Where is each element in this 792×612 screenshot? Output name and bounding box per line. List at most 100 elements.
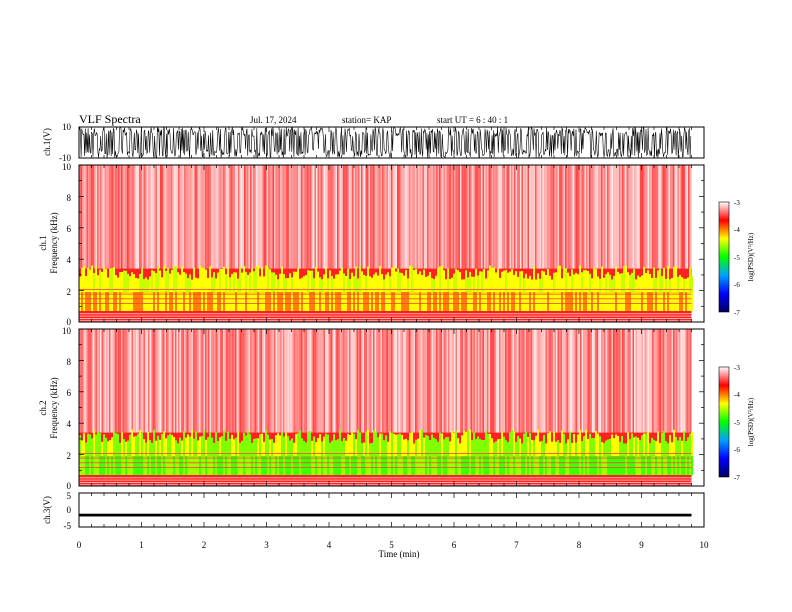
spectrogram-band-cell bbox=[93, 430, 95, 457]
spectrogram-tone-line bbox=[79, 467, 692, 468]
spectrogram-band-cell bbox=[563, 456, 565, 475]
spectrogram-band-cell bbox=[491, 438, 493, 457]
spectrogram-band-cell bbox=[129, 434, 131, 457]
spectrogram-band-cell bbox=[99, 433, 101, 457]
spectrogram-band-cell bbox=[367, 292, 369, 311]
spectrogram-band-cell bbox=[265, 456, 267, 475]
spectrogram-column bbox=[536, 329, 538, 433]
spectrogram-column bbox=[271, 165, 273, 269]
spectrogram-band-cell bbox=[351, 272, 353, 293]
spectrogram-band-cell bbox=[621, 435, 623, 457]
spectrogram-column bbox=[466, 329, 468, 433]
spectrogram-band-cell bbox=[483, 269, 485, 293]
spectrogram-column bbox=[476, 165, 478, 269]
spectrogram-band-cell bbox=[117, 277, 119, 293]
spectrogram-band-cell bbox=[295, 434, 297, 457]
spectrogram-band-cell bbox=[371, 456, 373, 475]
spectrogram-column bbox=[448, 165, 450, 269]
spectrogram-band-cell bbox=[649, 443, 651, 457]
spectrogram-column bbox=[665, 329, 667, 433]
spectrogram-band-cell bbox=[357, 292, 359, 311]
spectrogram-column bbox=[653, 329, 655, 433]
spectrogram-column bbox=[514, 329, 516, 433]
ch1-ylabel: ch.1(V) bbox=[42, 128, 52, 156]
spectrogram-column bbox=[344, 329, 346, 433]
spectrogram-band-cell bbox=[275, 292, 277, 311]
spectrogram-band-cell bbox=[611, 279, 613, 293]
spectrogram-column bbox=[634, 329, 636, 433]
spectrogram-column bbox=[415, 329, 417, 433]
spectrogram-column bbox=[473, 329, 475, 433]
spectrogram-band-cell bbox=[383, 279, 385, 293]
spectrogram-band-cell bbox=[203, 456, 205, 475]
spectrogram-band-cell bbox=[651, 292, 653, 311]
spectrogram-band-cell bbox=[467, 277, 469, 293]
spectrogram-band-cell bbox=[121, 272, 123, 293]
spectrogram-tone-line bbox=[79, 303, 692, 304]
spectrogram-column bbox=[593, 165, 595, 269]
spectrogram-band-cell bbox=[139, 456, 141, 475]
spectrogram-band-cell bbox=[645, 292, 647, 311]
spectrogram-band-cell bbox=[659, 456, 661, 475]
spectrogram-column bbox=[526, 165, 528, 269]
spectrogram-band-cell bbox=[125, 292, 127, 311]
spectrogram-band-cell bbox=[561, 430, 563, 457]
spectrogram-band-cell bbox=[267, 267, 269, 293]
spectrogram-band-cell bbox=[295, 271, 297, 293]
spectrogram-band-cell bbox=[511, 292, 513, 311]
ch3-ylabel: ch.3(V) bbox=[42, 496, 52, 524]
spectrogram-band-cell bbox=[525, 273, 527, 293]
spectrogram-band-cell bbox=[79, 292, 81, 311]
spectrogram-band-cell bbox=[337, 292, 339, 311]
spectrogram-column bbox=[251, 329, 253, 433]
spectrogram-band-cell bbox=[613, 292, 615, 311]
spectrogram-band-cell bbox=[541, 270, 543, 293]
spectrogram-band-cell bbox=[141, 268, 143, 293]
spectrogram-band-cell bbox=[313, 436, 315, 457]
spectrogram-band-cell bbox=[219, 437, 221, 457]
spectrogram-band-cell bbox=[303, 276, 305, 293]
spectrogram-band-cell bbox=[561, 278, 563, 293]
spectrogram-column bbox=[79, 329, 81, 433]
spectrogram-column bbox=[419, 329, 421, 433]
spectrogram-band-cell bbox=[293, 271, 295, 293]
spectrogram-column bbox=[403, 329, 405, 433]
spectrogram-column bbox=[458, 329, 460, 433]
spectrogram-band-cell bbox=[599, 456, 601, 475]
spectrogram-band-cell bbox=[201, 267, 203, 293]
spectrogram-column bbox=[302, 329, 304, 433]
spectrogram-band-cell bbox=[545, 292, 547, 311]
spectrogram-band-cell bbox=[213, 443, 215, 457]
spectrogram-band-cell bbox=[515, 441, 517, 457]
x-tick-label: 4 bbox=[327, 540, 332, 550]
spectrogram-column bbox=[161, 329, 163, 433]
spectrogram-band-cell bbox=[601, 456, 603, 475]
spectrogram-band-cell bbox=[151, 442, 153, 457]
spectrogram-column bbox=[82, 329, 84, 433]
spectrogram-column bbox=[529, 165, 531, 269]
spectrogram-band-cell bbox=[85, 292, 87, 311]
ch2-ytick-2: 2 bbox=[67, 451, 72, 461]
spectrogram-band-cell bbox=[215, 432, 217, 457]
spectrogram-band-cell bbox=[655, 441, 657, 457]
spectrogram-column bbox=[407, 329, 409, 433]
spectrogram-column bbox=[107, 329, 109, 433]
spectrogram-band-cell bbox=[277, 292, 279, 311]
spectrogram-band-cell bbox=[317, 292, 319, 311]
spectrogram-column bbox=[112, 165, 114, 269]
spectrogram-column bbox=[227, 165, 229, 269]
ch1-colorbar-bar bbox=[718, 201, 730, 313]
spectrogram-column bbox=[673, 165, 675, 269]
spectrogram-column bbox=[278, 329, 280, 433]
spectrogram-band-cell bbox=[241, 272, 243, 293]
spectrogram-column bbox=[430, 329, 432, 433]
spectrogram-band-cell bbox=[155, 440, 157, 457]
spectrogram-band-cell bbox=[245, 272, 247, 293]
spectrogram-band-cell bbox=[629, 274, 631, 293]
spectrogram-band-cell bbox=[551, 456, 553, 475]
spectrogram-band-cell bbox=[161, 456, 163, 475]
spectrogram-band-cell bbox=[369, 292, 371, 311]
spectrogram-band-cell bbox=[509, 432, 511, 457]
spectrogram-column bbox=[578, 165, 580, 269]
spectrogram-band-cell bbox=[443, 456, 445, 475]
